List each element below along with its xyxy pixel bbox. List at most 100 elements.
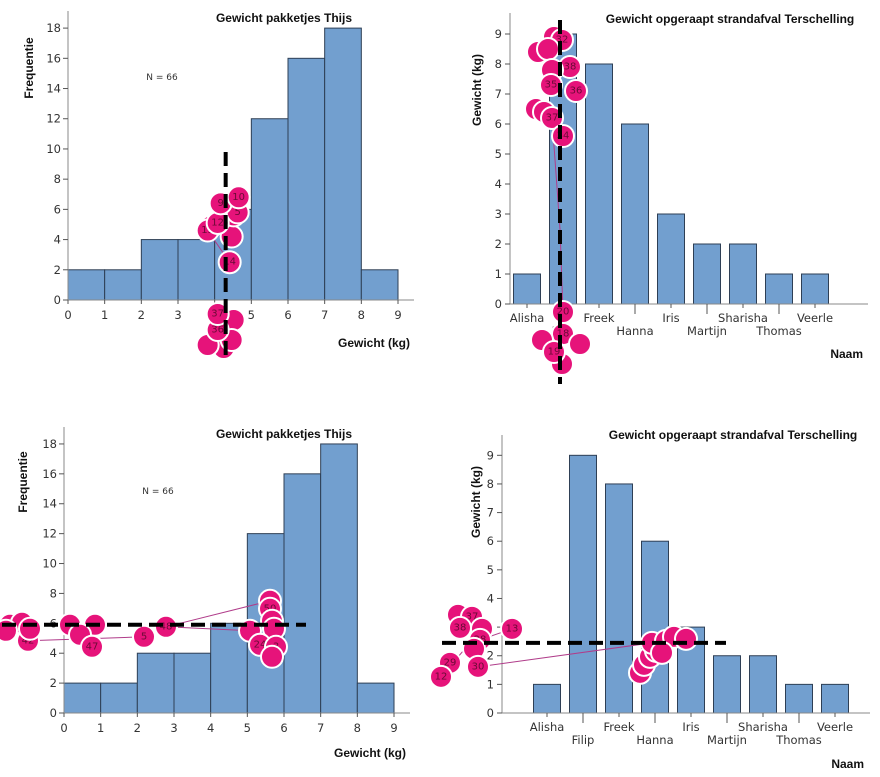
y-tick-label: 1 bbox=[487, 677, 494, 691]
y-tick-label: 12 bbox=[46, 112, 61, 126]
fixation-marker: 14 bbox=[217, 250, 242, 275]
y-tick-label: 5 bbox=[495, 147, 502, 161]
y-tick-label: 4 bbox=[50, 646, 57, 660]
y-tick-label: 14 bbox=[46, 82, 61, 96]
fixation-marker: 37 bbox=[205, 302, 230, 326]
bar-alisha bbox=[533, 683, 561, 714]
bar-chart-bottom: Gewicht opgeraapt strandafval Terschelli… bbox=[429, 428, 870, 771]
fixation-circle bbox=[154, 614, 178, 639]
category-label: Sharisha bbox=[738, 720, 788, 734]
x-tick-label: 2 bbox=[134, 721, 141, 735]
category-label: Alisha bbox=[510, 311, 545, 325]
y-tick-label: 10 bbox=[42, 557, 57, 571]
fixation-label: 10 bbox=[232, 192, 245, 203]
y-tick-label: 1 bbox=[495, 267, 502, 281]
fixation-label: 37 bbox=[546, 113, 559, 124]
fixation-label: 36 bbox=[211, 325, 224, 336]
histogram-bar bbox=[360, 269, 399, 301]
bar-martijn bbox=[693, 243, 721, 305]
x-tick-label: 6 bbox=[284, 308, 291, 322]
histogram-panel-top: Gewicht pakketjes Thijs Frequentie Gewic… bbox=[0, 0, 440, 385]
y-tick-label: 6 bbox=[487, 534, 494, 548]
bar-thomas bbox=[765, 273, 793, 305]
y-tick-label: 4 bbox=[487, 591, 494, 605]
bar-alisha bbox=[513, 273, 541, 305]
category-label: Freek bbox=[583, 311, 614, 325]
y-tick-label: 3 bbox=[495, 207, 502, 221]
histogram-bar bbox=[173, 652, 212, 714]
x-tick-label: 3 bbox=[170, 721, 177, 735]
y-tick-label: 0 bbox=[50, 706, 57, 720]
fixation-circle bbox=[650, 640, 674, 665]
x-tick-label: 6 bbox=[280, 721, 287, 735]
fixation-label: 30 bbox=[472, 661, 485, 672]
x-tick-label: 1 bbox=[97, 721, 104, 735]
gaze-overlay: 424754850243 bbox=[0, 588, 306, 669]
x-tick-label: 5 bbox=[244, 721, 251, 735]
bar-martijn bbox=[713, 655, 741, 714]
x-tick-label: 3 bbox=[174, 308, 181, 322]
x-axis-title: Gewicht (kg) bbox=[334, 746, 406, 760]
y-tick-label: 7 bbox=[487, 506, 494, 520]
fixation-label: 5 bbox=[234, 207, 240, 218]
y-tick-label: 18 bbox=[46, 21, 61, 35]
fixation-label: 32 bbox=[556, 35, 569, 46]
fixation-label: 38 bbox=[454, 622, 467, 633]
sample-size-annotation: N = 66 bbox=[146, 73, 178, 83]
fixation-circle bbox=[551, 124, 575, 148]
sample-size-annotation: N = 66 bbox=[142, 487, 174, 497]
x-tick-label: 0 bbox=[64, 308, 71, 322]
fixation-label: 42 bbox=[22, 635, 35, 646]
fixation-label: 20 bbox=[557, 307, 570, 318]
bar-sharisha bbox=[729, 243, 757, 305]
bar-freek bbox=[605, 483, 633, 714]
fixation-label: 36 bbox=[570, 86, 583, 97]
fixation-label: 18 bbox=[557, 329, 570, 340]
category-label: Hanna bbox=[636, 733, 673, 747]
gaze-overlay: 37381328293012 bbox=[429, 602, 726, 689]
fixation-label: 13 bbox=[506, 623, 519, 634]
y-tick-label: 6 bbox=[495, 117, 502, 131]
y-axis-title: Frequentie bbox=[22, 37, 36, 99]
fixation-label: 50 bbox=[264, 603, 277, 614]
y-tick-label: 10 bbox=[46, 142, 61, 156]
bar-iris bbox=[657, 213, 685, 305]
fixation-marker bbox=[568, 332, 592, 356]
fixation-marker bbox=[260, 644, 284, 669]
bar-chart-top: Gewicht opgeraapt strandafval Terschelli… bbox=[470, 12, 868, 384]
y-tick-label: 8 bbox=[487, 477, 494, 491]
fixation-circle bbox=[536, 37, 560, 61]
fixation-label: 38 bbox=[564, 62, 577, 73]
histogram-bar bbox=[67, 269, 106, 301]
category-label: Freek bbox=[603, 720, 634, 734]
y-tick-label: 9 bbox=[487, 448, 494, 462]
bars-group bbox=[513, 33, 829, 305]
y-axis-title: Gewicht (kg) bbox=[469, 466, 483, 538]
fixation-label: 29 bbox=[444, 657, 457, 668]
category-label: Sharisha bbox=[718, 311, 768, 325]
fixation-marker: 5 bbox=[132, 624, 156, 649]
y-tick-label: 0 bbox=[54, 293, 61, 307]
fixation-label: 12 bbox=[211, 217, 224, 228]
y-tick-label: 8 bbox=[50, 586, 57, 600]
category-label: Iris bbox=[682, 720, 699, 734]
fixation-marker bbox=[674, 626, 698, 651]
fixation-marker: 30 bbox=[466, 654, 490, 679]
bar-panel-top: Gewicht opgeraapt strandafval Terschelli… bbox=[440, 0, 880, 385]
fixation-marker: 37 bbox=[540, 106, 564, 130]
fixation-label: 47 bbox=[86, 641, 99, 652]
fixation-circle bbox=[540, 106, 564, 130]
bars-group bbox=[63, 443, 395, 714]
y-tick-label: 2 bbox=[495, 237, 502, 251]
chart-title: Gewicht opgeraapt strandafval Terschelli… bbox=[609, 428, 858, 442]
category-label: Alisha bbox=[530, 720, 565, 734]
bar-sharisha bbox=[749, 655, 777, 714]
fixation-circle bbox=[429, 664, 453, 689]
fixation-marker: 10 bbox=[226, 185, 251, 210]
x-tick-label: 1 bbox=[101, 308, 108, 322]
bar-thomas bbox=[785, 683, 813, 714]
y-tick-label: 14 bbox=[42, 497, 57, 511]
histogram-bar bbox=[100, 682, 138, 714]
